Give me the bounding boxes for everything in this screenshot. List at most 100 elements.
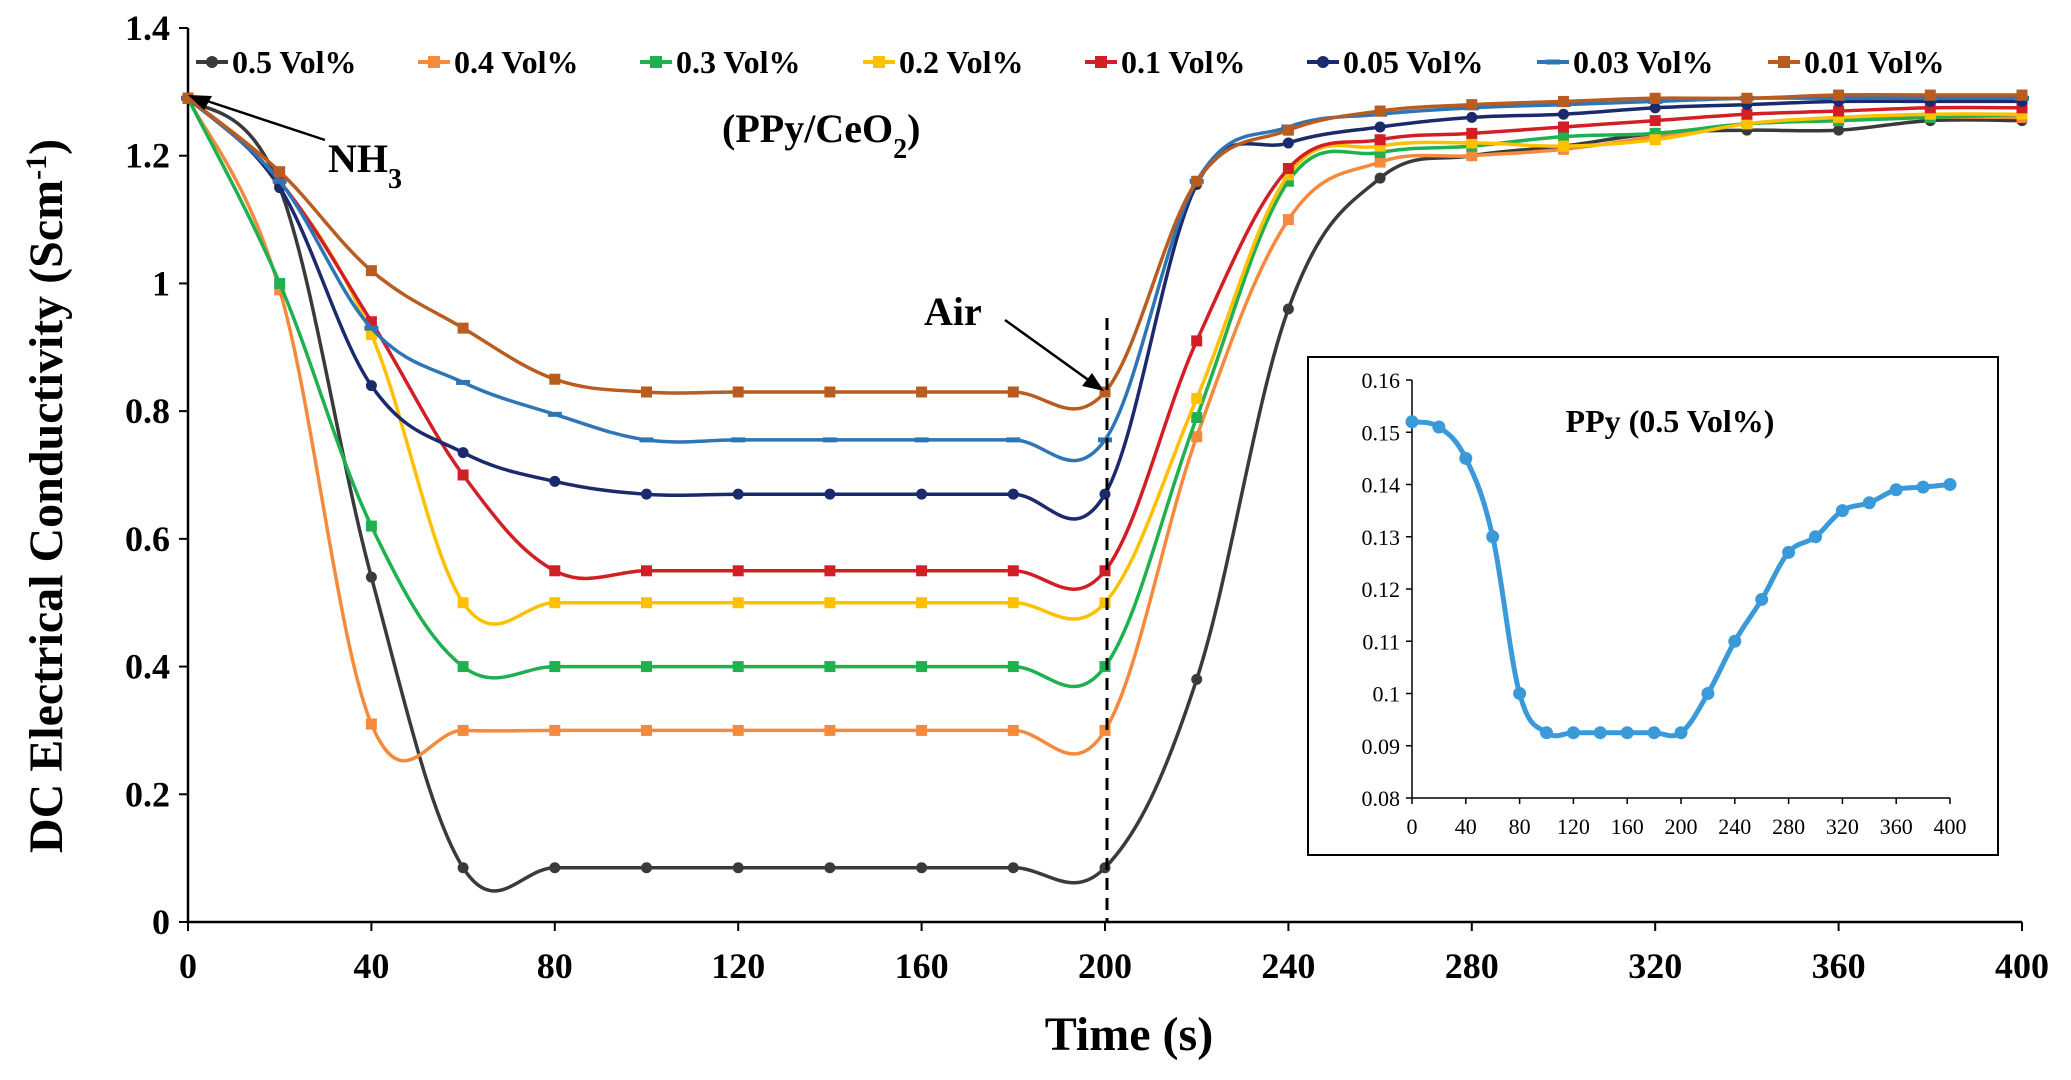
legend-label: 0.2 Vol% <box>899 44 1023 80</box>
series-6-point <box>1098 437 1112 443</box>
series-4-point <box>1282 162 1294 174</box>
series-6-point <box>547 411 562 417</box>
legend-label: 0.3 Vol% <box>676 44 800 80</box>
series-1-point <box>916 724 928 736</box>
series-7-point <box>1374 105 1386 117</box>
series-7-point <box>1282 124 1294 136</box>
y-tick-label: 1.2 <box>125 136 170 176</box>
series-7-point <box>1924 89 1936 101</box>
inset-x-tick-label: 0 <box>1407 814 1418 839</box>
inset-series-point <box>1620 726 1634 740</box>
series-7-point <box>182 92 194 104</box>
inset-series-point <box>1943 478 1957 491</box>
legend: 0.5 Vol% 0.4 Vol% 0.3 Vol% 0.2 Vol% 0.1 Vol%… <box>196 44 1944 80</box>
series-3-point <box>732 597 744 609</box>
y-tick-label: 0.2 <box>125 774 170 814</box>
inset-series-point <box>1566 726 1580 740</box>
series-2-point <box>732 661 744 673</box>
series-7-point <box>1741 92 1753 104</box>
series-4-point <box>732 565 744 577</box>
series-6-point <box>731 437 746 443</box>
inset-series-point <box>1593 726 1607 740</box>
legend-label: 0.05 Vol% <box>1343 44 1483 80</box>
legend-label: 0.1 Vol% <box>1121 44 1245 80</box>
inset-x-tick-label: 200 <box>1665 814 1698 839</box>
series-3-point <box>1191 392 1203 404</box>
series-0-point <box>1007 862 1019 874</box>
inset-x-tick-label: 80 <box>1509 814 1531 839</box>
series-7-point <box>1191 175 1203 187</box>
series-1-point <box>549 724 561 736</box>
main-axes: 0 0.2 0.4 0.6 0.8 1 1.2 1.4 0 40 80 120 160 200 240 280… <box>125 8 2049 986</box>
series-1-point <box>1466 150 1478 162</box>
legend-label: 0.03 Vol% <box>1573 44 1713 80</box>
series-4-point <box>824 565 836 577</box>
inset-series <box>1405 415 1957 740</box>
series-3-point <box>365 329 377 341</box>
series-7-point <box>824 386 836 398</box>
series-4-point <box>1558 121 1569 133</box>
inset-frame <box>1307 356 1999 856</box>
series-1-point <box>1282 214 1294 226</box>
inset-y-tick-label: 0.15 <box>1362 420 1401 445</box>
x-tick-label: 120 <box>711 946 765 986</box>
inset-chart: 0.08 0.09 0.1 0.11 0.12 0.13 0.14 0.15 0.16 0 40 80… <box>1307 356 1999 856</box>
series-0-point <box>1282 303 1294 315</box>
series-6-point <box>1006 437 1021 443</box>
series-1-point <box>1191 431 1203 443</box>
inset-series-point <box>1782 545 1796 559</box>
inset-title: PPy (0.5 Vol%) <box>1566 403 1775 439</box>
inset-y-tick-label: 0.08 <box>1362 786 1401 811</box>
series-4-point <box>1924 102 1936 114</box>
series-1-point <box>274 284 286 296</box>
legend-label: 0.01 Vol% <box>1804 44 1944 80</box>
series-5-point <box>1007 488 1019 500</box>
series-6-point <box>822 437 837 443</box>
series-7-point <box>916 386 928 398</box>
series-5-point <box>1466 111 1478 123</box>
legend-marker <box>1095 56 1107 68</box>
series-5-point <box>1558 108 1569 120</box>
inset-x-tick-label: 320 <box>1826 814 1859 839</box>
series-5-point <box>641 488 652 500</box>
x-axis-label: Time (s) <box>1045 1008 1213 1061</box>
series-1-point <box>824 724 836 736</box>
y-tick-label: 1 <box>152 263 170 303</box>
x-tick-label: 400 <box>1995 946 2049 986</box>
series-2-point <box>1191 412 1203 424</box>
legend-marker <box>1546 59 1560 65</box>
series-3-point <box>1466 137 1478 149</box>
nh3-arrow <box>197 96 326 142</box>
x-tick-label: 0 <box>179 946 197 986</box>
series-5-point <box>1374 121 1386 133</box>
x-tick-label: 80 <box>537 946 573 986</box>
series-3-point <box>641 597 652 609</box>
series-0-point <box>824 862 836 874</box>
series-line-2 <box>186 97 2023 689</box>
series-1-point <box>1374 156 1386 168</box>
series-5-point <box>1649 102 1661 114</box>
inset-series-point <box>1459 451 1473 465</box>
nh3-label: NH3 <box>328 136 402 195</box>
series-6-point <box>456 379 471 385</box>
inset-axes: 0.08 0.09 0.1 0.11 0.12 0.13 0.14 0.15 0.16 0 40 80… <box>1362 368 1967 839</box>
series-2-point <box>1374 147 1386 159</box>
series-2-point <box>1649 127 1661 139</box>
series-2-point <box>549 661 561 673</box>
main-series <box>181 89 2029 893</box>
air-arrow <box>1004 318 1095 386</box>
inset-x-tick-label: 400 <box>1934 814 1967 839</box>
series-7-point <box>1558 95 1569 107</box>
series-3-point <box>1649 134 1661 146</box>
series-6-point <box>639 437 654 443</box>
series-2-point <box>274 277 286 289</box>
series-3-point <box>1007 597 1019 609</box>
series-7-point <box>1007 386 1019 398</box>
inset-series-point <box>1540 726 1553 740</box>
series-0-point <box>1374 172 1386 184</box>
series-3-point <box>1282 169 1294 181</box>
series-7-point <box>457 322 469 334</box>
inset-series-point <box>1432 420 1446 434</box>
series-6-point <box>364 325 379 331</box>
